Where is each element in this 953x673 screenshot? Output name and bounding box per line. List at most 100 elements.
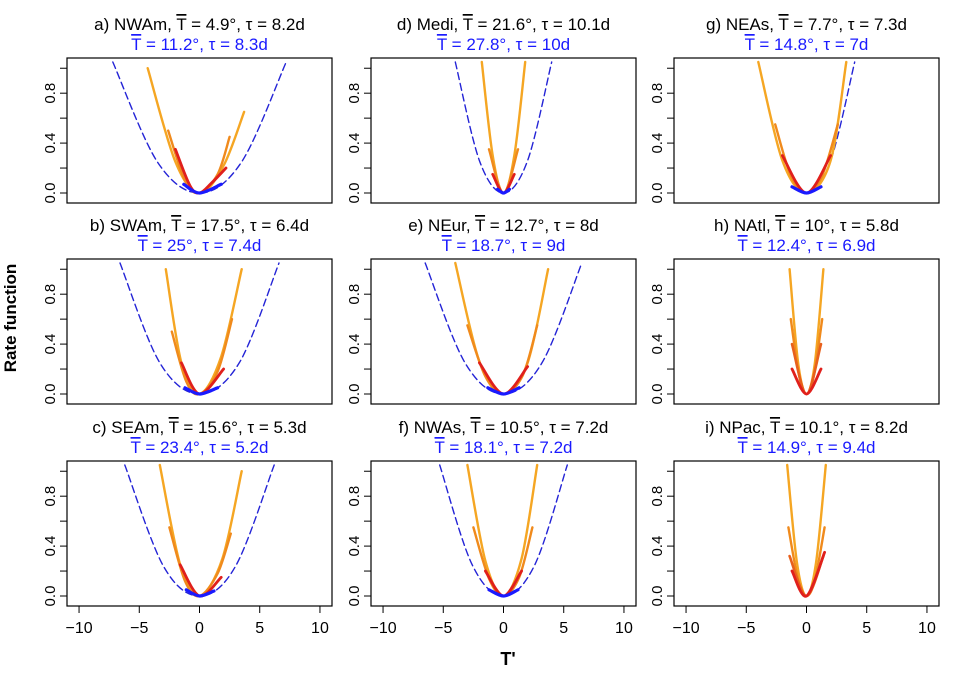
series-group	[424, 261, 583, 396]
panel-subtitle-a-part: T	[131, 35, 141, 54]
panel-title-f: f) NWAs, T = 10.5°, τ = 7.2d	[399, 418, 609, 437]
x-tick-label: 5	[559, 620, 568, 637]
series-group	[454, 60, 553, 195]
x-tick-label: 5	[255, 620, 264, 637]
series-line-orange_light	[480, 60, 527, 195]
plot-frame	[370, 258, 637, 405]
plot-frame	[370, 460, 637, 607]
panel-title-f-part: f) NWAs,	[399, 418, 471, 437]
panel-title-e-part: T	[475, 216, 485, 235]
panel-title-f-part: T	[470, 418, 480, 437]
series-line-blue_dashed	[424, 262, 583, 395]
series-line-blue_line	[487, 588, 520, 598]
panel-subtitle-d-part: T	[437, 35, 447, 54]
panel-subtitle-h: T = 12.4°, τ = 6.9d	[738, 236, 876, 255]
panel-title-e: e) NEur, T = 12.7°, τ = 8d	[408, 216, 599, 235]
panel-subtitle-b: T = 25°, τ = 7.4d	[138, 236, 262, 255]
x-tick-label: −5	[130, 620, 148, 637]
panel-title-g-part: = 7.7°, τ = 7.3d	[789, 15, 907, 34]
panel-title-b-part: = 17.5°, τ = 6.4d	[181, 216, 309, 235]
y-tick-label: 0.4	[42, 133, 59, 154]
panel-title-i-part: = 10.1°, τ = 8.2d	[780, 418, 908, 437]
y-tick-label: 0.4	[649, 536, 666, 557]
panel-title-d-part: T	[463, 15, 473, 34]
panel-title-c-part: T	[169, 418, 179, 437]
panel-title-i-part: T	[770, 418, 780, 437]
plot-frame	[673, 57, 940, 204]
y-tick-label: 0.8	[42, 284, 59, 305]
x-tick-label: −10	[672, 620, 699, 637]
panel-title-b: b) SWAm, T = 17.5°, τ = 6.4d	[90, 216, 309, 235]
panel-g: g) NEAs, T = 7.7°, τ = 7.3dT = 14.8°, τ …	[649, 15, 940, 204]
series-line-blue_dashed	[454, 61, 553, 194]
panel-b: b) SWAm, T = 17.5°, τ = 6.4dT = 25°, τ =…	[42, 216, 333, 405]
x-tick-label: 10	[918, 620, 936, 637]
y-tick-label: 0.0	[42, 183, 59, 204]
x-tick-label: −5	[737, 620, 755, 637]
y-tick-label: 0.4	[346, 133, 363, 154]
panel-title-g-part: g) NEAs,	[706, 15, 778, 34]
panel-title-d: d) Medi, T = 21.6°, τ = 10.1d	[397, 15, 610, 34]
panel-title-c: c) SEAm, T = 15.6°, τ = 5.3d	[92, 418, 306, 437]
y-tick-label: 0.8	[42, 486, 59, 507]
panel-title-a-part: = 4.9°, τ = 8.2d	[186, 15, 304, 34]
series-line-blue_line	[486, 386, 521, 396]
y-tick-label: 0.4	[42, 334, 59, 355]
panel-subtitle-e: T = 18.7°, τ = 9d	[442, 236, 566, 255]
panel-title-h: h) NAtl, T = 10°, τ = 5.8d	[714, 216, 899, 235]
panel-title-g-part: T	[778, 15, 788, 34]
panel-subtitle-e-part: T	[442, 236, 452, 255]
series-group	[439, 463, 568, 598]
y-tick-label: 0.0	[346, 384, 363, 405]
plot-frame	[66, 57, 333, 204]
plot-frame	[370, 57, 637, 204]
panel-title-d-part: d) Medi,	[397, 15, 463, 34]
panel-subtitle-a: T = 11.2°, τ = 8.3d	[131, 35, 268, 54]
panel-c: c) SEAm, T = 15.6°, τ = 5.3dT = 23.4°, τ…	[42, 418, 333, 637]
panel-subtitle-h-part: T	[738, 236, 748, 255]
series-line-blue_dashed	[124, 464, 275, 597]
y-tick-label: 0.8	[649, 486, 666, 507]
panel-subtitle-g-part: T	[745, 35, 755, 54]
panel-i: i) NPac, T = 10.1°, τ = 8.2dT = 14.9°, τ…	[649, 418, 940, 637]
x-axis-label: T'	[500, 649, 515, 669]
panel-title-i-part: i) NPac,	[705, 418, 770, 437]
series-line-blue_line	[182, 182, 223, 195]
panel-subtitle-g: T = 14.8°, τ = 7d	[745, 35, 869, 54]
panel-subtitle-f: T = 18.1°, τ = 7.2d	[435, 438, 573, 457]
panel-subtitle-b-part: = 25°, τ = 7.4d	[148, 236, 262, 255]
panel-subtitle-f-part: T	[435, 438, 445, 457]
panel-title-a: a) NWAm, T = 4.9°, τ = 8.2d	[94, 15, 305, 34]
panels-group: a) NWAm, T = 4.9°, τ = 8.2dT = 11.2°, τ …	[42, 15, 940, 637]
series-line-blue_line	[790, 185, 823, 195]
panel-title-d-part: = 21.6°, τ = 10.1d	[473, 15, 610, 34]
x-tick-label: 0	[499, 620, 508, 637]
panel-subtitle-i-part: T	[738, 438, 748, 457]
panel-title-b-part: b) SWAm,	[90, 216, 171, 235]
y-tick-label: 0.8	[346, 284, 363, 305]
y-tick-label: 0.8	[346, 486, 363, 507]
plot-frame	[673, 460, 940, 607]
panel-title-g: g) NEAs, T = 7.7°, τ = 7.3d	[706, 15, 907, 34]
y-tick-label: 0.0	[649, 384, 666, 405]
series-line-red	[790, 550, 826, 598]
panel-d: d) Medi, T = 21.6°, τ = 10.1dT = 27.8°, …	[346, 15, 637, 204]
y-tick-label: 0.4	[346, 334, 363, 355]
y-tick-label: 0.4	[649, 334, 666, 355]
series-group	[786, 463, 827, 598]
x-tick-label: 10	[615, 620, 633, 637]
panel-subtitle-h-part: = 12.4°, τ = 6.9d	[748, 236, 876, 255]
series-group	[124, 463, 275, 598]
y-tick-label: 0.4	[42, 536, 59, 557]
panel-subtitle-i-part: = 14.9°, τ = 9.4d	[748, 438, 876, 457]
y-tick-label: 0.0	[346, 183, 363, 204]
y-tick-label: 0.8	[42, 83, 59, 104]
y-tick-label: 0.0	[42, 384, 59, 405]
panel-title-h-part: h) NAtl,	[714, 216, 775, 235]
y-tick-label: 0.0	[42, 586, 59, 607]
series-line-blue_dashed	[439, 464, 568, 597]
plot-frame	[673, 258, 940, 405]
panel-title-h-part: = 10°, τ = 5.8d	[785, 216, 899, 235]
panel-h: h) NAtl, T = 10°, τ = 5.8dT = 12.4°, τ =…	[649, 216, 940, 405]
